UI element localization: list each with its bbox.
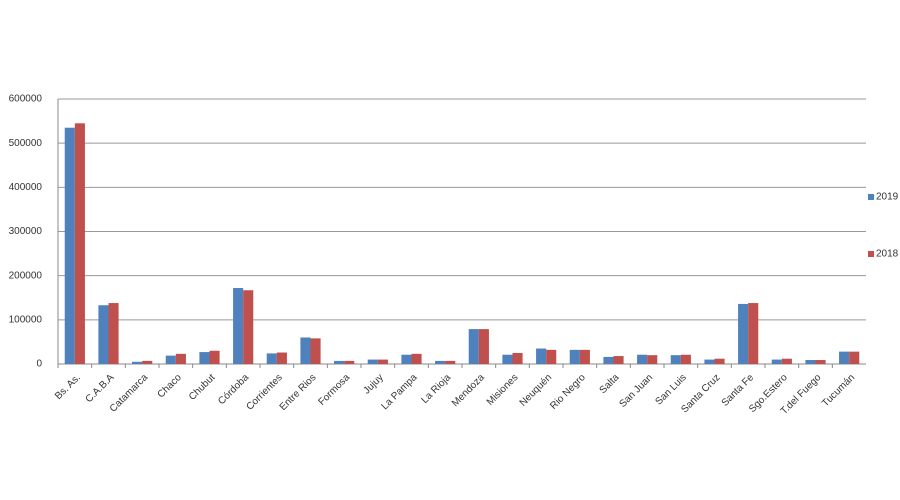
bar — [233, 288, 244, 364]
bar — [849, 351, 860, 364]
y-tick-label: 100000 — [9, 314, 43, 325]
bar — [334, 360, 345, 364]
legend-label: 2018 — [876, 249, 899, 260]
bar — [165, 355, 176, 364]
bar — [74, 123, 85, 365]
bar — [310, 338, 321, 364]
bar — [266, 353, 277, 364]
x-tick-label: La Rioja — [419, 372, 453, 406]
bar — [603, 356, 614, 364]
bar — [714, 358, 725, 364]
legend-swatch — [868, 194, 874, 200]
bar — [98, 305, 109, 364]
bar — [569, 349, 580, 364]
bar — [445, 360, 456, 364]
bar — [647, 355, 658, 364]
bar — [300, 337, 311, 364]
x-tick-label: La Pampa — [379, 372, 419, 412]
x-tick-label: Misiones — [485, 372, 521, 408]
bar — [781, 358, 792, 364]
x-tick-label: Jujuy — [362, 372, 386, 396]
bar — [704, 359, 715, 364]
bar — [502, 354, 513, 364]
bar — [243, 290, 254, 364]
y-tick-label: 500000 — [9, 138, 43, 149]
bar — [411, 353, 422, 364]
bar — [748, 303, 759, 364]
legend-label: 2019 — [876, 192, 899, 203]
legend-swatch — [868, 251, 874, 257]
x-tick-label: Rio Negro — [548, 372, 588, 412]
bar — [367, 359, 378, 364]
bar — [142, 360, 153, 364]
bar — [344, 360, 355, 364]
x-tick-label: Mendoza — [450, 372, 487, 409]
x-tick-label: Chubut — [187, 372, 218, 403]
x-tick-label: San Juan — [617, 372, 655, 410]
bar — [771, 359, 782, 364]
y-tick-label: 300000 — [9, 226, 43, 237]
bar — [805, 360, 816, 364]
bar — [209, 350, 220, 364]
bar — [670, 355, 681, 364]
y-tick-label: 200000 — [9, 270, 43, 281]
bar — [512, 352, 523, 364]
bar — [175, 353, 186, 364]
x-tick-label: Tucumán — [820, 372, 857, 409]
bar — [132, 361, 143, 364]
bar — [468, 329, 479, 364]
x-tick-label: Formosa — [316, 372, 352, 408]
bar — [199, 352, 210, 364]
x-tick-label: Chaco — [156, 372, 185, 401]
y-tick-label: 400000 — [9, 182, 43, 193]
bar — [815, 360, 826, 364]
bar — [401, 354, 412, 364]
bar — [108, 303, 119, 364]
bar — [637, 354, 648, 364]
bar — [377, 359, 388, 364]
bar — [546, 349, 557, 364]
y-tick-label: 600000 — [9, 94, 43, 105]
bar — [276, 352, 287, 364]
bar — [680, 354, 691, 364]
bar — [839, 351, 850, 364]
x-tick-label: Bs. As. — [53, 372, 83, 402]
x-tick-label: Entre Rios — [278, 372, 319, 413]
bar — [478, 329, 489, 364]
bar — [613, 356, 624, 364]
bar — [738, 303, 749, 364]
x-tick-label: Salta — [598, 372, 622, 396]
bar — [536, 348, 547, 364]
bar — [64, 127, 75, 364]
bar — [435, 360, 446, 364]
bar — [579, 349, 590, 364]
y-tick-label: 0 — [36, 359, 42, 370]
x-tick-label: C.A.B.A — [84, 372, 117, 405]
